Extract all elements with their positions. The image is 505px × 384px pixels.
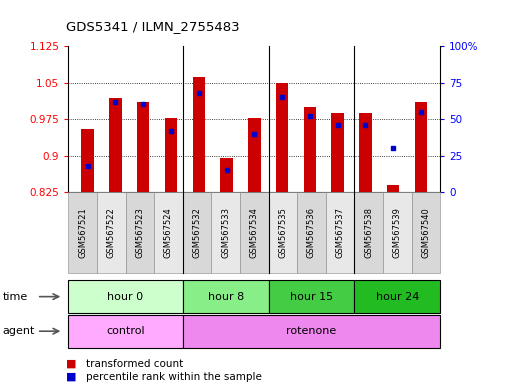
Text: GSM567536: GSM567536	[307, 207, 315, 258]
Bar	[303, 107, 316, 192]
Bar	[137, 102, 149, 192]
Bar	[220, 158, 232, 192]
Text: GDS5341 / ILMN_2755483: GDS5341 / ILMN_2755483	[66, 20, 239, 33]
Text: hour 15: hour 15	[289, 291, 332, 302]
Bar	[386, 185, 398, 192]
Text: GSM567532: GSM567532	[192, 207, 201, 258]
Text: GSM567540: GSM567540	[421, 207, 430, 258]
Bar	[109, 98, 122, 192]
Text: rotenone: rotenone	[286, 326, 336, 336]
Bar	[165, 118, 177, 192]
Text: GSM567523: GSM567523	[135, 207, 144, 258]
Bar	[81, 129, 94, 192]
Text: GSM567521: GSM567521	[78, 207, 87, 258]
Text: time: time	[3, 291, 28, 302]
Text: ■: ■	[66, 359, 76, 369]
Text: hour 0: hour 0	[107, 291, 143, 302]
Bar	[359, 113, 371, 192]
Bar	[331, 113, 343, 192]
Text: GSM567533: GSM567533	[221, 207, 230, 258]
Bar	[192, 77, 205, 192]
Bar	[414, 102, 426, 192]
Text: GSM567535: GSM567535	[278, 207, 287, 258]
Text: GSM567524: GSM567524	[164, 207, 173, 258]
Text: hour 8: hour 8	[207, 291, 243, 302]
Bar	[275, 83, 288, 192]
Text: transformed count: transformed count	[86, 359, 183, 369]
Text: GSM567537: GSM567537	[335, 207, 344, 258]
Text: hour 24: hour 24	[375, 291, 418, 302]
Text: GSM567539: GSM567539	[392, 207, 401, 258]
Bar	[247, 118, 260, 192]
Text: GSM567538: GSM567538	[364, 207, 373, 258]
Text: ■: ■	[66, 372, 76, 382]
Text: agent: agent	[3, 326, 35, 336]
Text: GSM567534: GSM567534	[249, 207, 258, 258]
Text: control: control	[106, 326, 144, 336]
Text: GSM567522: GSM567522	[107, 207, 116, 258]
Text: percentile rank within the sample: percentile rank within the sample	[86, 372, 262, 382]
